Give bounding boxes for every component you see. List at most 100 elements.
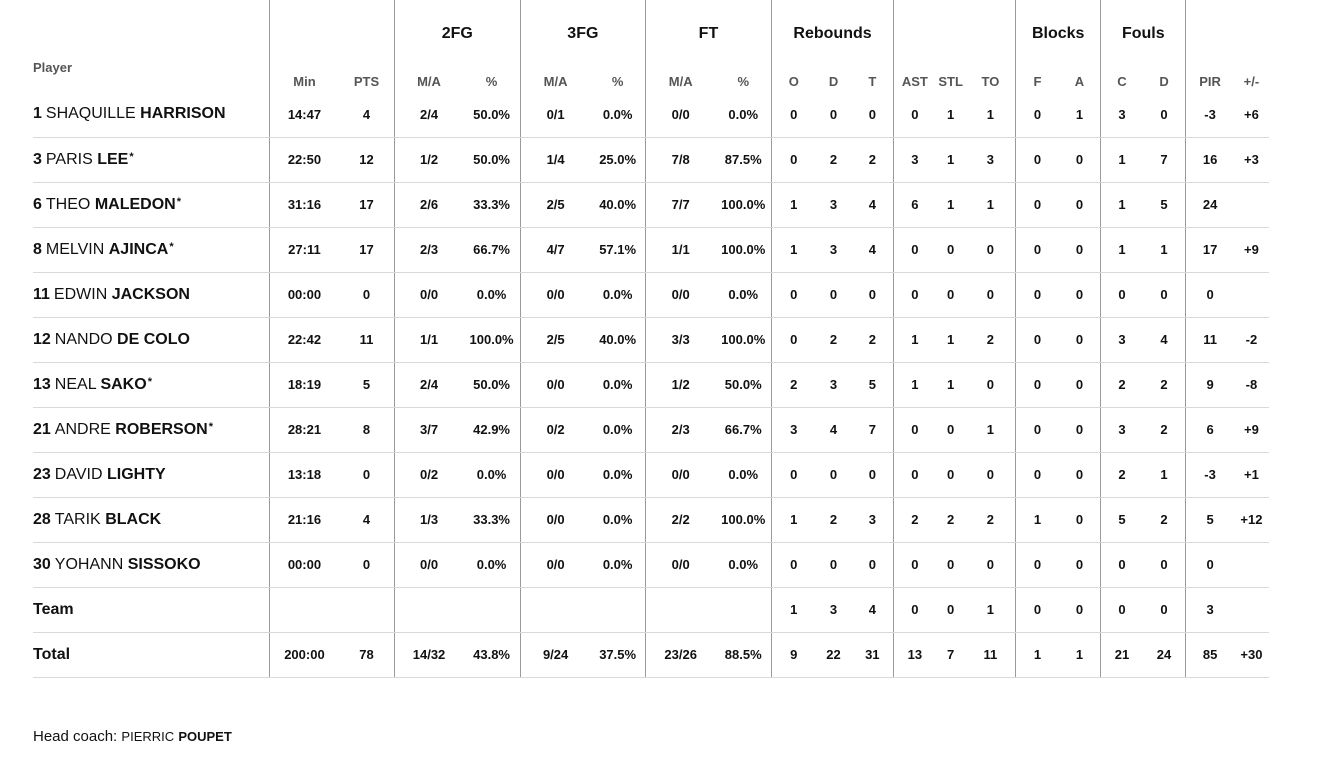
stat-stl: 2 — [935, 497, 966, 543]
player-last-name: BLACK — [105, 510, 162, 528]
stat-min: 22:42 — [268, 317, 340, 363]
player-row: 1 SHAQUILLE HARRISON 14:47 4 2/4 50.0% 0/1 0.0%… — [33, 92, 1269, 138]
player-first-name: TARIK — [54, 510, 101, 528]
stat-stl: 0 — [935, 587, 966, 633]
box-score: 2FG 3FG FT Rebounds Blocks Fouls Player … — [33, 0, 1269, 678]
player-last-name: JACKSON — [111, 285, 190, 303]
stat-pir: 5 — [1185, 497, 1234, 543]
stat-reb-o: 1 — [770, 227, 816, 273]
stat-3fg-ma: 0/1 — [519, 92, 591, 138]
stat-reb-d: 0 — [815, 272, 852, 318]
stat-3fg-ma: 9/24 — [519, 632, 591, 678]
player-last-name: HARRISON — [140, 105, 226, 123]
player-first-name: ANDRE — [54, 420, 111, 438]
stat-to: 0 — [965, 542, 1016, 588]
player-row: 30 YOHANN SISSOKO 00:00 0 0/0 0.0% 0/0 0.0% 0/0 0… — [33, 542, 1269, 588]
stat-to: 0 — [965, 272, 1016, 318]
group-header-blocks: Blocks — [1015, 0, 1101, 47]
stat-blk-f: 0 — [1015, 407, 1059, 453]
stat-blk-a: 0 — [1058, 227, 1101, 273]
player-cell: 3 PARIS LEE* — [33, 137, 270, 183]
stat-2fg-ma: 14/32 — [393, 632, 464, 678]
stat-foul-d: 0 — [1142, 587, 1186, 633]
stat-reb-o: 0 — [770, 452, 816, 498]
stat-ft-pct: 0.0% — [715, 92, 772, 138]
player-last-name: SISSOKO — [127, 555, 201, 573]
stat-ft-pct: 100.0% — [715, 317, 772, 363]
stat-blk-a: 0 — [1058, 497, 1101, 543]
stat-pir: 16 — [1185, 137, 1234, 183]
stat-3fg-pct: 40.0% — [590, 182, 646, 228]
stat-pir: 9 — [1185, 362, 1234, 408]
stat-ast: 0 — [893, 452, 936, 498]
player-cell: 21 ANDRE ROBERSON* — [33, 407, 270, 453]
stat-reb-o: 2 — [770, 362, 816, 408]
stat-pir: 3 — [1185, 587, 1234, 633]
stat-ft-pct: 100.0% — [715, 497, 772, 543]
stat-3fg-pct: 25.0% — [590, 137, 646, 183]
player-first-name: THEO — [45, 195, 91, 213]
stat-stl: 1 — [935, 362, 966, 408]
stat-2fg-pct — [463, 587, 521, 633]
stat-3fg-ma: 4/7 — [519, 227, 591, 273]
player-cell: 23 DAVID LIGHTY — [33, 452, 270, 498]
player-number: 6 — [33, 195, 42, 213]
player-last-name: DE COLO — [117, 330, 190, 348]
stat-3fg-ma: 0/0 — [519, 497, 591, 543]
stat-min: 18:19 — [268, 362, 340, 408]
stat-plus-minus: +30 — [1233, 632, 1269, 678]
stat-3fg-pct: 0.0% — [590, 92, 646, 138]
stat-reb-d: 2 — [815, 317, 852, 363]
player-row: 28 TARIK BLACK 21:16 4 1/3 33.3% 0/0 0.0% 2/2 100… — [33, 497, 1269, 543]
stat-reb-t: 0 — [851, 272, 894, 318]
stat-to: 2 — [965, 497, 1016, 543]
column-header-player: Player — [33, 60, 73, 75]
group-header-rebounds: Rebounds — [770, 0, 894, 47]
stat-ft-ma: 7/8 — [644, 137, 716, 183]
stat-foul-c: 2 — [1100, 362, 1143, 408]
stat-pir: 85 — [1185, 632, 1234, 678]
stat-foul-c: 0 — [1100, 587, 1143, 633]
stat-blk-f: 0 — [1015, 317, 1059, 363]
head-coach-first-name: PIERRIC — [121, 729, 175, 744]
player-number: 23 — [33, 465, 51, 483]
player-number: 13 — [33, 375, 51, 393]
stat-pir: 24 — [1185, 182, 1234, 228]
stat-ft-pct: 50.0% — [715, 362, 772, 408]
stat-reb-d: 0 — [815, 92, 852, 138]
stat-ast: 2 — [893, 497, 936, 543]
player-row: 13 NEAL SAKO* 18:19 5 2/4 50.0% 0/0 0.0% 1/2 50.0… — [33, 362, 1269, 408]
stat-blk-a: 0 — [1058, 362, 1101, 408]
player-number: 8 — [33, 240, 42, 258]
stat-2fg-ma: 1/3 — [393, 497, 464, 543]
stat-foul-d: 2 — [1142, 497, 1186, 543]
stat-plus-minus — [1233, 272, 1269, 318]
stat-2fg-pct: 50.0% — [463, 137, 521, 183]
player-number: 28 — [33, 510, 51, 528]
group-header-2fg: 2FG — [393, 0, 521, 47]
stat-pts: 4 — [339, 497, 395, 543]
stat-blk-a: 0 — [1058, 272, 1101, 318]
stat-3fg-ma: 0/0 — [519, 542, 591, 588]
stat-2fg-pct: 33.3% — [463, 497, 521, 543]
stat-reb-o: 0 — [770, 137, 816, 183]
player-last-name: LIGHTY — [106, 465, 166, 483]
stat-2fg-pct: 0.0% — [463, 272, 521, 318]
stat-foul-d: 0 — [1142, 92, 1186, 138]
stat-reb-t: 4 — [851, 182, 894, 228]
head-coach-last-name: POUPET — [178, 729, 232, 744]
player-first-name: DAVID — [54, 465, 103, 483]
player-first-name: MELVIN — [45, 240, 105, 258]
stat-foul-c: 3 — [1100, 317, 1143, 363]
stat-to: 1 — [965, 92, 1016, 138]
stat-reb-d: 3 — [815, 227, 852, 273]
stat-2fg-ma: 1/2 — [393, 137, 464, 183]
stat-2fg-ma: 0/0 — [393, 272, 464, 318]
stat-ast: 0 — [893, 92, 936, 138]
stat-pir: 17 — [1185, 227, 1234, 273]
stat-3fg-pct: 0.0% — [590, 542, 646, 588]
stat-reb-d: 2 — [815, 497, 852, 543]
stat-reb-o: 0 — [770, 272, 816, 318]
group-header-3fg: 3FG — [519, 0, 646, 47]
column-header-3fg-ma: M/A — [519, 47, 591, 92]
